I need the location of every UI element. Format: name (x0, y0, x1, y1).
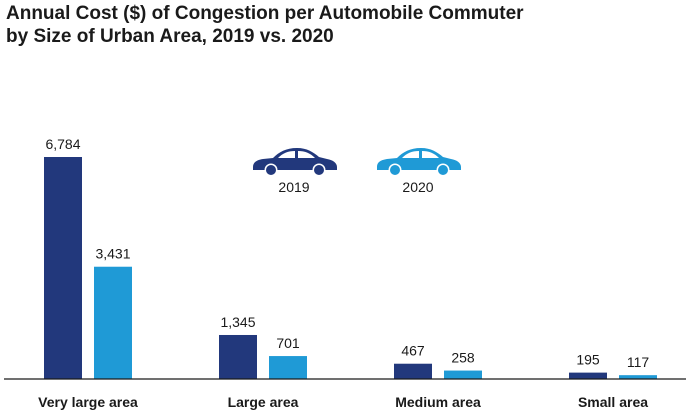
category-label-3: Small area (578, 394, 648, 410)
chart-title: Annual Cost ($) of Congestion per Automo… (6, 3, 524, 47)
data-label-2019-2: 467 (401, 343, 425, 359)
car-icon (253, 148, 337, 177)
bars: 6,784 3,431 1,345 701 467 258 195 117 (44, 136, 657, 379)
bar-2019-0 (44, 157, 82, 379)
category-label-2: Medium area (395, 394, 481, 410)
bar-2019-1 (219, 334, 257, 379)
legend-label-2019: 2019 (278, 179, 309, 195)
bar-2019-2 (394, 363, 432, 379)
data-label-2019-0: 6,784 (45, 136, 80, 152)
car-icon (377, 148, 461, 177)
bar-2020-0 (94, 266, 132, 379)
legend-label-2020: 2020 (402, 179, 433, 195)
bar-2020-2 (444, 370, 482, 379)
data-label-2019-3: 195 (576, 352, 600, 368)
category-label-1: Large area (228, 394, 299, 410)
data-label-2019-1: 1,345 (220, 314, 255, 330)
category-label-0: Very large area (38, 394, 138, 410)
data-label-2020-0: 3,431 (95, 246, 130, 262)
bar-2020-3 (619, 375, 657, 379)
category-labels: Very large area Large area Medium area Smal… (38, 394, 648, 410)
data-label-2020-1: 701 (276, 335, 300, 351)
bar-2020-1 (269, 356, 307, 379)
data-label-2020-3: 117 (627, 354, 650, 370)
data-label-2020-2: 258 (451, 350, 475, 366)
legend: 2019 2020 (253, 148, 461, 195)
bar-2019-3 (569, 372, 607, 379)
